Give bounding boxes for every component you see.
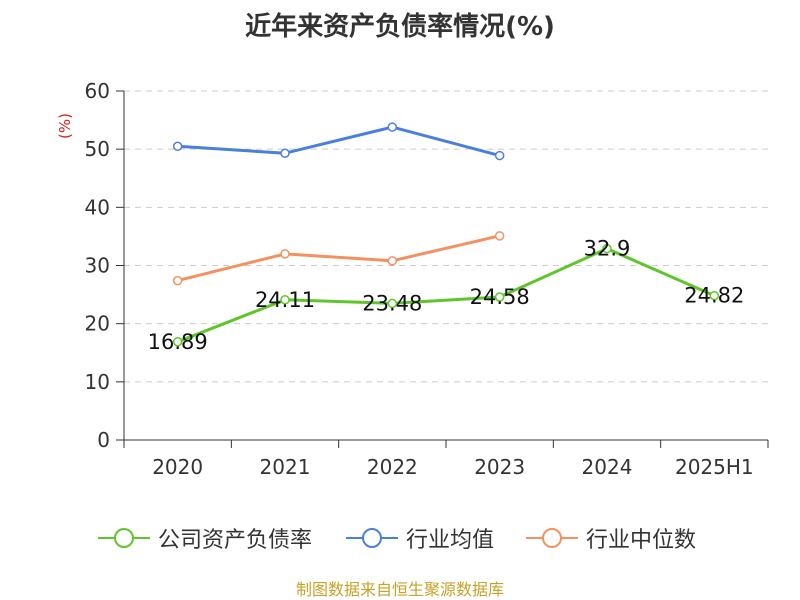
x-tick-label: 2024 (582, 455, 633, 479)
chart-title: 近年来资产负债率情况(%) (245, 12, 555, 42)
data-point (280, 148, 290, 158)
data-point (172, 337, 183, 347)
y-axis-label: (%) (56, 113, 74, 139)
data-point (280, 249, 290, 259)
data-label: 24.58 (470, 285, 530, 309)
data-label: 24.11 (255, 288, 315, 312)
data-label: 24.82 (684, 284, 744, 308)
legend-item-industry-mean[interactable]: 行业均值 (346, 518, 494, 558)
series-line (177, 125, 501, 158)
legend-label-company: 公司资产负债率 (158, 528, 313, 553)
legend-label-industry-mean: 行业均值 (406, 528, 495, 553)
y-tick-label: 50 (85, 137, 110, 161)
x-tick-label: 2025H1 (675, 455, 754, 479)
legend-marker-industry-median (526, 528, 578, 548)
data-point (172, 141, 183, 152)
y-tick-label: 40 (85, 195, 110, 219)
data-point (387, 256, 398, 266)
data-point (172, 275, 183, 286)
x-tick-label: 2021 (260, 455, 311, 479)
data-point (494, 150, 505, 161)
x-tick-label: 2020 (152, 455, 203, 479)
series-line (177, 234, 501, 283)
data-point (494, 292, 505, 302)
legend: 公司资产负债率 行业均值 行业中位数 (0, 518, 800, 558)
data-point (387, 122, 398, 132)
y-tick-label: 0 (97, 428, 110, 452)
data-point (280, 295, 290, 305)
legend-marker-industry-mean (346, 528, 398, 548)
data-label: 16.89 (148, 330, 208, 354)
source-footer: 制图数据来自恒生聚源数据库 (295, 580, 504, 599)
x-tick-label: 2023 (474, 455, 525, 479)
x-tick-label: 2022 (367, 455, 418, 479)
y-tick-label: 20 (85, 312, 110, 336)
data-point (387, 298, 398, 309)
series-line (177, 247, 715, 344)
legend-item-industry-median[interactable]: 行业中位数 (526, 518, 696, 558)
data-point (494, 231, 505, 241)
data-point (709, 290, 720, 301)
legend-label-industry-median: 行业中位数 (586, 528, 697, 553)
y-tick-label: 30 (85, 254, 110, 278)
legend-item-company[interactable]: 公司资产负债率 (98, 518, 312, 558)
y-tick-label: 10 (85, 370, 110, 394)
y-tick-label: 60 (85, 79, 110, 103)
data-point (602, 243, 612, 254)
legend-marker-company (98, 528, 150, 548)
data-label: 32.9 (584, 237, 631, 261)
data-label: 23.48 (362, 291, 422, 315)
